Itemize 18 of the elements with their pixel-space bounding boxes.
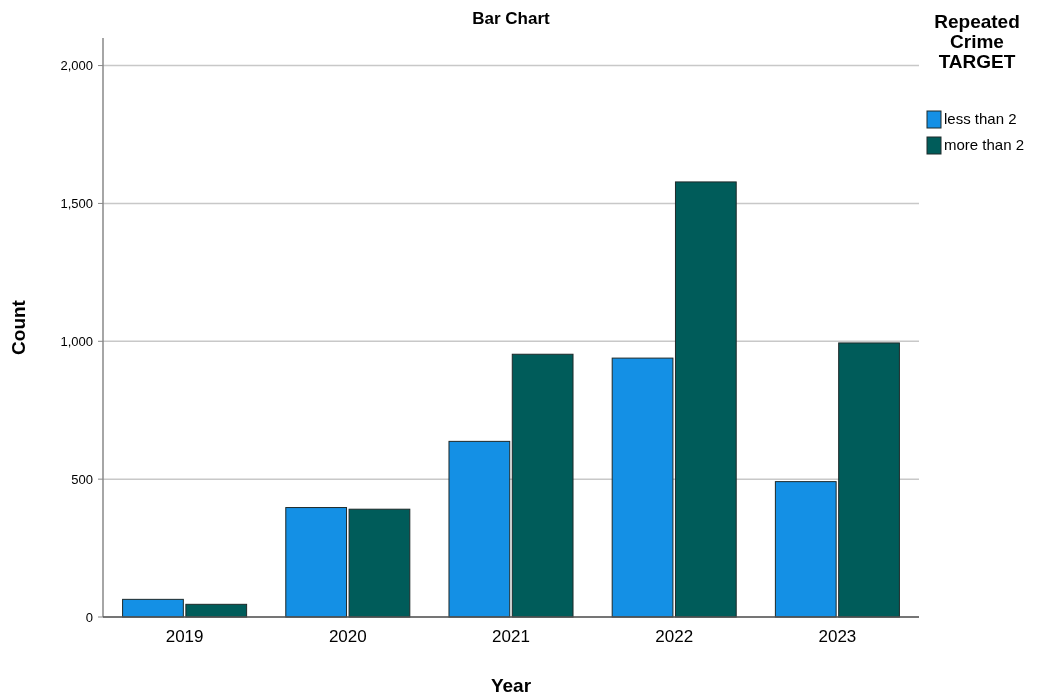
x-tick-label: 2022: [655, 627, 694, 646]
y-axis-title: Count: [8, 299, 29, 355]
x-tick-label: 2020: [328, 627, 367, 646]
y-tick-label: 1,000: [60, 333, 93, 349]
y-tick-label: 0: [85, 609, 93, 625]
legend-label: less than 2: [944, 110, 1017, 127]
y-tick-label: 500: [71, 471, 93, 487]
bar: [448, 440, 511, 618]
chart-title: Bar Chart: [472, 9, 551, 28]
legend-label: more than 2: [944, 136, 1025, 153]
x-axis-title: Year: [490, 675, 532, 696]
legend-title: Repeated Crime TARGET: [934, 11, 1020, 72]
y-tick-label: 1,500: [60, 195, 93, 211]
bar: [511, 353, 574, 618]
x-tick-label: 2023: [818, 627, 857, 646]
x-tick-label: 2019: [165, 627, 204, 646]
x-tick-label: 2021: [492, 627, 530, 646]
y-tick-label: 2,000: [60, 58, 93, 74]
